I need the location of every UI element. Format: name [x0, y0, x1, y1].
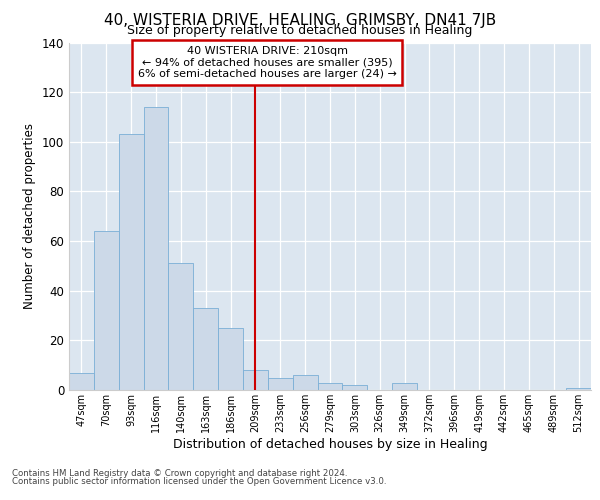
Bar	[94, 231, 119, 390]
Text: 40, WISTERIA DRIVE, HEALING, GRIMSBY, DN41 7JB: 40, WISTERIA DRIVE, HEALING, GRIMSBY, DN…	[104, 12, 496, 28]
Bar	[193, 308, 218, 390]
Bar	[392, 382, 417, 390]
Bar	[293, 375, 317, 390]
Text: Size of property relative to detached houses in Healing: Size of property relative to detached ho…	[127, 24, 473, 37]
Bar	[69, 372, 94, 390]
X-axis label: Distribution of detached houses by size in Healing: Distribution of detached houses by size …	[173, 438, 487, 450]
Bar	[169, 264, 193, 390]
Bar	[143, 107, 169, 390]
Text: Contains HM Land Registry data © Crown copyright and database right 2024.: Contains HM Land Registry data © Crown c…	[12, 468, 347, 477]
Bar	[566, 388, 591, 390]
Bar	[343, 385, 367, 390]
Bar	[218, 328, 243, 390]
Y-axis label: Number of detached properties: Number of detached properties	[23, 123, 36, 309]
Bar	[243, 370, 268, 390]
Bar	[119, 134, 143, 390]
Text: Contains public sector information licensed under the Open Government Licence v3: Contains public sector information licen…	[12, 477, 386, 486]
Text: 40 WISTERIA DRIVE: 210sqm
← 94% of detached houses are smaller (395)
6% of semi-: 40 WISTERIA DRIVE: 210sqm ← 94% of detac…	[138, 46, 397, 79]
Bar	[317, 382, 343, 390]
Bar	[268, 378, 293, 390]
